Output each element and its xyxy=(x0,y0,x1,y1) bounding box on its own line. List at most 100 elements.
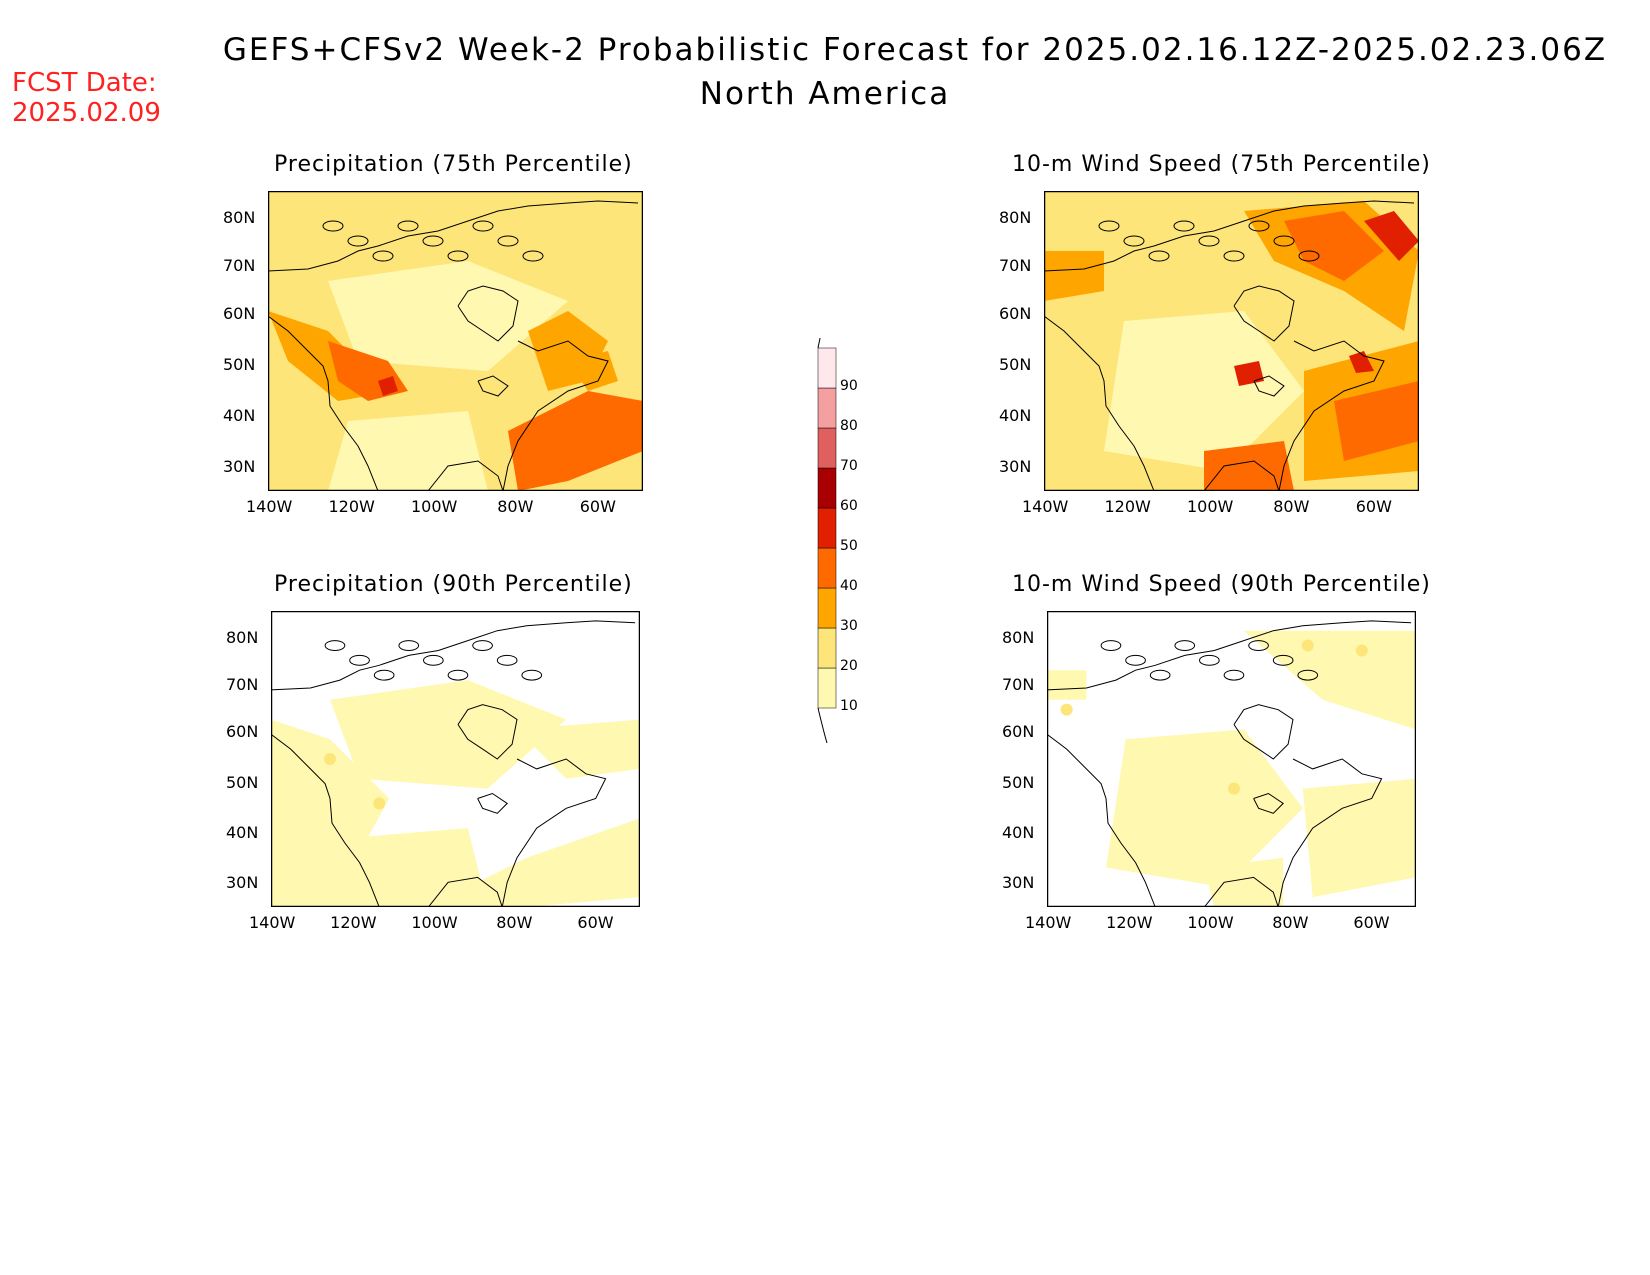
forecast-spot xyxy=(324,753,337,765)
map-precip90 xyxy=(271,611,640,907)
lon-tick-label: 80W xyxy=(497,497,534,516)
hudson-bay-coastline xyxy=(457,285,519,342)
map-precip75 xyxy=(268,191,643,491)
fcst-date-value: 2025.02.09 xyxy=(12,98,161,128)
arctic-island xyxy=(1125,654,1146,666)
lon-tick-label: 140W xyxy=(1022,497,1069,516)
arctic-island xyxy=(1173,220,1195,232)
arctic-island xyxy=(324,640,346,651)
lon-tick-label: 120W xyxy=(330,913,377,932)
atlantic-coastline xyxy=(1278,340,1385,491)
colorbar-segment xyxy=(817,507,837,549)
lat-tick-label: 30N xyxy=(1002,873,1035,893)
arctic-coastline xyxy=(268,200,639,272)
forecast-shading xyxy=(428,818,640,907)
arctic-island xyxy=(447,250,469,262)
lat-tick-label: 50N xyxy=(226,772,259,792)
arctic-island xyxy=(1223,250,1245,262)
forecast-shading xyxy=(271,719,390,907)
forecast-shading xyxy=(1204,441,1294,491)
colorbar-level-label: 50 xyxy=(840,538,858,554)
forecast-spot xyxy=(1355,644,1368,657)
arctic-island xyxy=(1297,669,1319,681)
lon-tick-label: 80W xyxy=(496,913,533,932)
arctic-island xyxy=(1298,250,1320,262)
forecast-shading xyxy=(328,261,568,371)
arctic-island xyxy=(496,654,518,666)
colorbar-level-label: 90 xyxy=(840,378,858,394)
colorbar-segment xyxy=(817,667,837,709)
colorbar-segment xyxy=(817,427,837,469)
arctic-island xyxy=(1100,640,1122,651)
arctic-island xyxy=(1098,220,1120,232)
hudson-bay-coastline xyxy=(1233,704,1294,760)
lat-tick-label: 40N xyxy=(223,406,256,425)
colorbar-level-label: 40 xyxy=(840,578,858,594)
map-frame xyxy=(1044,191,1419,491)
colorbar-segment xyxy=(817,547,837,589)
lat-tick-label: 80N xyxy=(1002,627,1035,647)
arctic-coastline xyxy=(1044,200,1415,272)
great-lakes-outline xyxy=(477,375,509,397)
colorbar-segment xyxy=(817,347,837,389)
forecast-shading xyxy=(568,351,618,391)
arctic-coastline xyxy=(1047,620,1412,691)
lat-tick-label: 60N xyxy=(226,722,259,742)
arctic-island xyxy=(497,235,519,247)
lon-tick-label: 120W xyxy=(1104,497,1151,516)
colorbar-level-label: 70 xyxy=(840,458,858,474)
lat-tick-label: 80N xyxy=(226,627,259,647)
panel-title-wind75: 10-m Wind Speed (75th Percentile) xyxy=(1012,152,1431,177)
arctic-coastline xyxy=(271,620,636,691)
lon-tick-label: 140W xyxy=(1025,913,1072,932)
gulf-coastline xyxy=(1204,876,1279,907)
arctic-island xyxy=(322,220,344,232)
map-frame xyxy=(268,191,643,491)
hudson-bay-coastline xyxy=(457,704,518,760)
lat-tick-label: 70N xyxy=(1002,675,1035,694)
forecast-shading xyxy=(1334,381,1419,461)
arctic-island xyxy=(1199,654,1220,666)
map-frame xyxy=(271,611,640,907)
lat-tick-label: 40N xyxy=(226,823,259,842)
lon-tick-label: 100W xyxy=(411,913,458,932)
arctic-island xyxy=(1248,640,1269,651)
pacific-coastline xyxy=(268,315,379,491)
lat-tick-label: 40N xyxy=(1002,823,1035,842)
colorbar-top-arrow xyxy=(817,338,821,349)
gulf-coastline xyxy=(428,876,503,907)
arctic-island xyxy=(522,250,544,262)
hudson-bay-coastline xyxy=(1233,285,1295,342)
colorbar-segment xyxy=(817,627,837,669)
forecast-shading xyxy=(378,376,398,396)
forecast-spot xyxy=(1227,782,1240,795)
colorbar-bottom-arrow xyxy=(817,707,828,744)
gulf-coastline xyxy=(1203,460,1280,491)
forecast-shading xyxy=(330,680,567,789)
gulf-coastline xyxy=(427,460,504,491)
forecast-shading xyxy=(1284,211,1384,281)
lon-tick-label: 100W xyxy=(411,497,458,516)
forecast-shading xyxy=(1204,857,1284,907)
lon-tick-label: 60W xyxy=(577,913,614,932)
atlantic-coastline xyxy=(502,340,609,491)
forecast-shading xyxy=(1302,778,1416,898)
arctic-island xyxy=(472,220,494,232)
arctic-island xyxy=(347,235,369,247)
forecast-shading xyxy=(1364,211,1419,261)
arctic-island xyxy=(1149,669,1171,681)
arctic-island xyxy=(1272,654,1294,666)
lat-tick-label: 50N xyxy=(223,355,256,374)
great-lakes-outline xyxy=(1253,792,1284,814)
region-title: North America xyxy=(699,76,951,112)
forecast-spot xyxy=(1060,703,1073,716)
colorbar-level-label: 80 xyxy=(840,418,858,434)
great-lakes-outline xyxy=(477,792,508,814)
forecast-shading xyxy=(1104,311,1304,471)
atlantic-coastline xyxy=(1277,758,1383,907)
lat-tick-label: 60N xyxy=(1002,722,1035,742)
arctic-island xyxy=(423,654,444,666)
forecast-shading xyxy=(1349,351,1374,373)
forecast-shading xyxy=(517,719,640,779)
forecast-shading xyxy=(328,411,488,491)
